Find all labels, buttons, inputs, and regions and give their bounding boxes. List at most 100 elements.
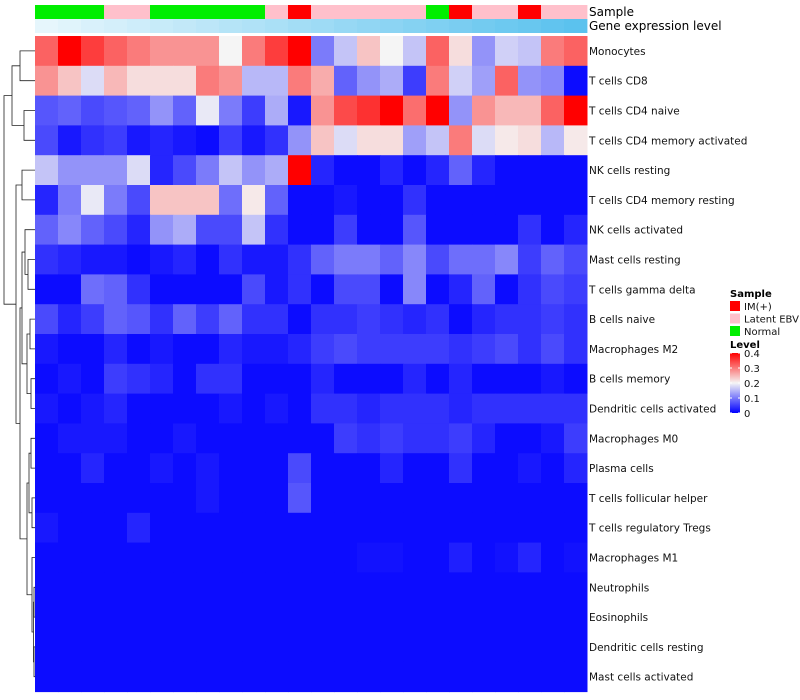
heatmap-cell — [518, 363, 542, 395]
heatmap-cell — [334, 65, 358, 97]
heatmap-cell — [472, 185, 496, 216]
heatmap-cell — [311, 542, 335, 573]
heatmap-cell — [449, 393, 473, 424]
row-labels: Monocytes T cells CD8 T cells CD4 naive T c… — [588, 46, 747, 684]
heatmap-cell — [196, 244, 220, 275]
heatmap-cell — [150, 632, 174, 663]
level-tick-label: 0.4 — [744, 349, 760, 360]
row-dendrogram — [3, 50, 35, 678]
heatmap-cell — [288, 512, 312, 544]
heatmap-cell — [104, 155, 128, 186]
heatmap-cell — [58, 363, 82, 395]
heatmap-cell — [288, 36, 312, 67]
heatmap-cell — [242, 95, 266, 126]
heatmap-cell — [564, 95, 588, 126]
heatmap-cell — [495, 483, 519, 514]
heatmap-cell — [495, 632, 519, 663]
heatmap-cell — [541, 453, 565, 484]
heatmap-cell — [242, 512, 266, 544]
heatmap-cell — [81, 304, 105, 335]
heatmap-cell — [426, 65, 450, 97]
heatmap-cell — [518, 65, 542, 97]
heatmap-cell — [173, 274, 197, 305]
heatmap-cell — [104, 214, 128, 246]
heatmap-cell — [311, 483, 335, 514]
heatmap-cell — [104, 423, 128, 454]
heatmap-cell — [564, 125, 588, 156]
heatmap-cell — [472, 572, 496, 603]
heatmap-cell — [219, 363, 243, 395]
heatmap-cell — [81, 244, 105, 275]
row-label: T cells CD4 naive — [588, 106, 680, 118]
heatmap-cell — [242, 214, 266, 246]
heatmap-cell — [58, 572, 82, 603]
heatmap-cell — [288, 244, 312, 275]
heatmap-cell — [242, 602, 266, 633]
heatmap-cell — [357, 274, 381, 305]
heatmap-cell — [127, 632, 151, 663]
heatmap-cell — [81, 423, 105, 454]
heatmap-cell — [472, 36, 496, 67]
heatmap-cell — [127, 363, 151, 395]
heatmap-cell — [58, 542, 82, 573]
heatmap-cell — [495, 244, 519, 275]
heatmap-cell — [265, 602, 289, 633]
heatmap-cell — [403, 65, 427, 97]
heatmap-cell — [472, 602, 496, 633]
dendrogram-branch — [21, 251, 27, 365]
heatmap-cell — [173, 572, 197, 603]
heatmap-cell — [564, 512, 588, 544]
heatmap-cell — [173, 244, 197, 275]
heatmap-cell — [288, 602, 312, 633]
sample-annotation-cell — [288, 5, 312, 19]
heatmap-cell — [311, 304, 335, 335]
heatmap-cell — [173, 65, 197, 97]
heatmap-cell — [541, 185, 565, 216]
sample-annotation-cell — [564, 5, 588, 19]
gene-annotation-cell — [541, 19, 565, 33]
heatmap-cell — [472, 244, 496, 275]
heatmap-cell — [104, 363, 128, 395]
heatmap-cell — [104, 542, 128, 573]
heatmap-cell — [403, 483, 427, 514]
heatmap-cell — [449, 95, 473, 126]
sample-annotation-cell — [380, 5, 404, 19]
row-label: B cells memory — [589, 374, 670, 386]
heatmap-cell — [150, 304, 174, 335]
sample-annotation-cell — [311, 5, 335, 19]
heatmap-cell — [495, 214, 519, 246]
heatmap-cell — [219, 334, 243, 365]
heatmap-cell — [449, 334, 473, 365]
heatmap-cell — [173, 185, 197, 216]
heatmap-cell — [403, 661, 427, 693]
heatmap-cell — [449, 244, 473, 275]
row-label: NK cells activated — [589, 225, 683, 237]
heatmap-cell — [311, 572, 335, 603]
sample-annotation-cell — [472, 5, 496, 19]
heatmap-cells — [35, 36, 588, 693]
heatmap-cell — [242, 125, 266, 156]
dendrogram-branch — [31, 497, 35, 529]
heatmap-cell — [541, 65, 565, 97]
sample-annotation-cell — [81, 5, 105, 19]
heatmap-cell — [311, 602, 335, 633]
heatmap-cell — [104, 453, 128, 484]
heatmap-cell — [196, 512, 220, 544]
sample-annotation-label: Sample — [589, 5, 634, 19]
heatmap-cell — [242, 155, 266, 186]
heatmap-cell — [173, 512, 197, 544]
row-label: Dendritic cells resting — [589, 642, 704, 654]
heatmap-cell — [495, 453, 519, 484]
sample-annotation-cell — [334, 5, 358, 19]
heatmap-cell — [288, 155, 312, 186]
heatmap-cell — [311, 512, 335, 544]
heatmap-cell — [472, 542, 496, 573]
heatmap-cell — [288, 572, 312, 603]
heatmap-cell — [334, 125, 358, 156]
sample-legend-label: Latent EBV — [744, 315, 799, 326]
dendrogram-branch — [29, 318, 35, 350]
heatmap-cell — [495, 125, 519, 156]
heatmap-cell — [449, 155, 473, 186]
heatmap-cell — [380, 244, 404, 275]
heatmap-cell — [541, 304, 565, 335]
